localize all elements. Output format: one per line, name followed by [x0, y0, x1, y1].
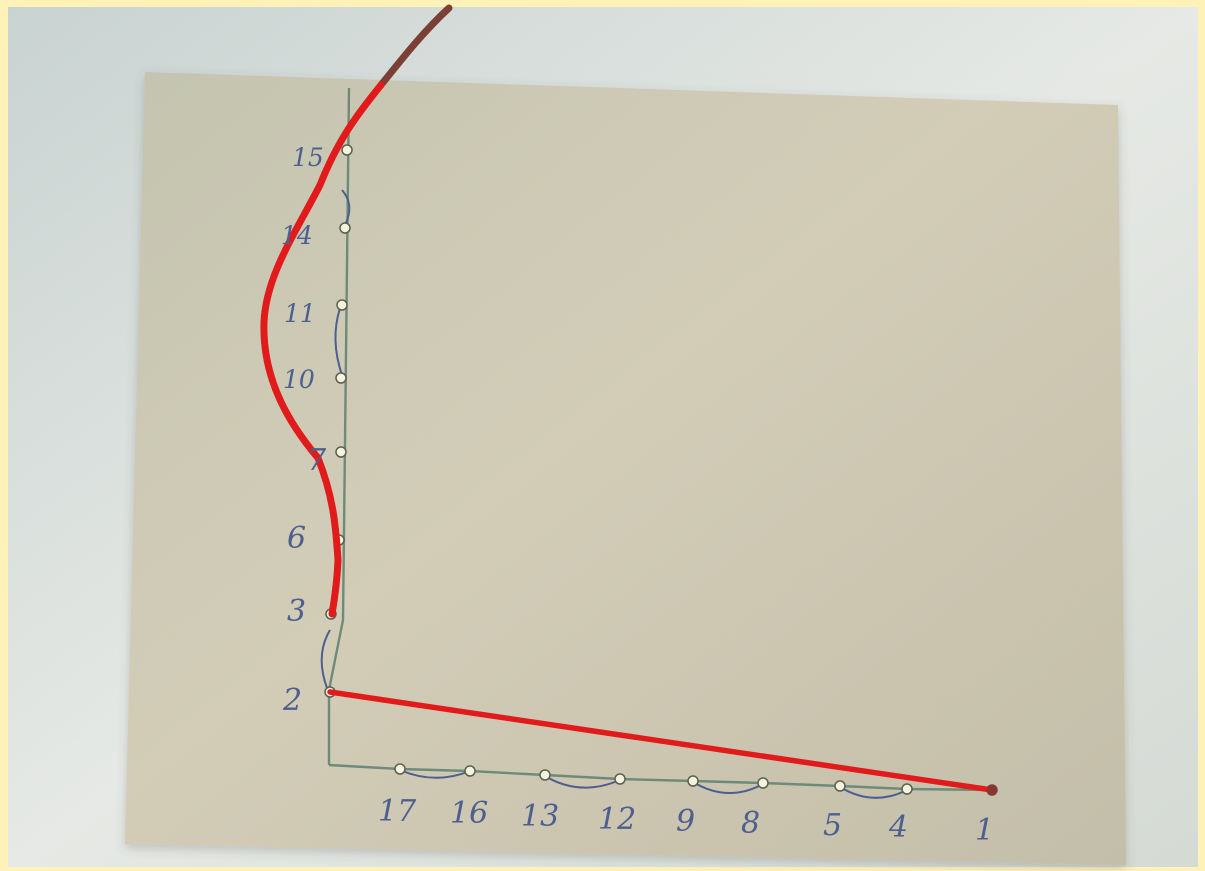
red-thread-bottom-line	[327, 689, 995, 793]
red-thread-dark-end	[377, 4, 453, 89]
pin	[394, 763, 406, 775]
vertical-axis-label: 2	[282, 683, 302, 718]
horizontal-axis-label: 16	[450, 796, 488, 831]
pin	[834, 780, 846, 792]
horizontal-axis-label: 1	[975, 813, 994, 848]
pin	[339, 222, 351, 234]
vertical-axis-label: 11	[284, 299, 316, 328]
pencil-connectors	[320, 189, 908, 799]
vertical-axis-label: 3	[287, 594, 306, 629]
pin	[464, 765, 476, 777]
vertical-axis-label: 7	[307, 443, 327, 478]
horizontal-axis-label: 4	[888, 810, 908, 845]
horizontal-axis-line	[328, 763, 996, 792]
pin	[901, 783, 913, 795]
pin	[614, 773, 626, 785]
pin	[757, 777, 769, 789]
vertical-axis-label: 6	[287, 521, 306, 556]
thread-end-knot	[986, 784, 998, 796]
red-thread-upper-curve	[260, 81, 385, 618]
pin	[335, 446, 347, 458]
pin	[539, 769, 551, 781]
vertical-axis-line	[327, 87, 351, 765]
vertical-axis-label: 10	[283, 365, 315, 394]
pin	[341, 144, 353, 156]
pin	[335, 372, 347, 384]
vertical-axis-label: 14	[281, 221, 313, 250]
horizontal-axis-label: 17	[378, 794, 417, 829]
vertical-axis-label: 15	[292, 143, 324, 172]
horizontal-axis-label: 13	[521, 799, 559, 834]
horizontal-axis-label: 5	[823, 808, 842, 843]
vertical-axis-labels: 15 14 11 10 7 6 3 2	[281, 143, 327, 718]
pin	[687, 775, 699, 787]
horizontal-axis-label: 9	[676, 804, 695, 839]
horizontal-axis-labels: 17 16 13 12 9 8 5 4 1	[378, 794, 994, 848]
horizontal-axis-label: 12	[598, 802, 636, 837]
pin	[336, 299, 348, 311]
cardboard-texture	[125, 72, 1126, 865]
horizontal-axis-label: 8	[741, 806, 760, 841]
